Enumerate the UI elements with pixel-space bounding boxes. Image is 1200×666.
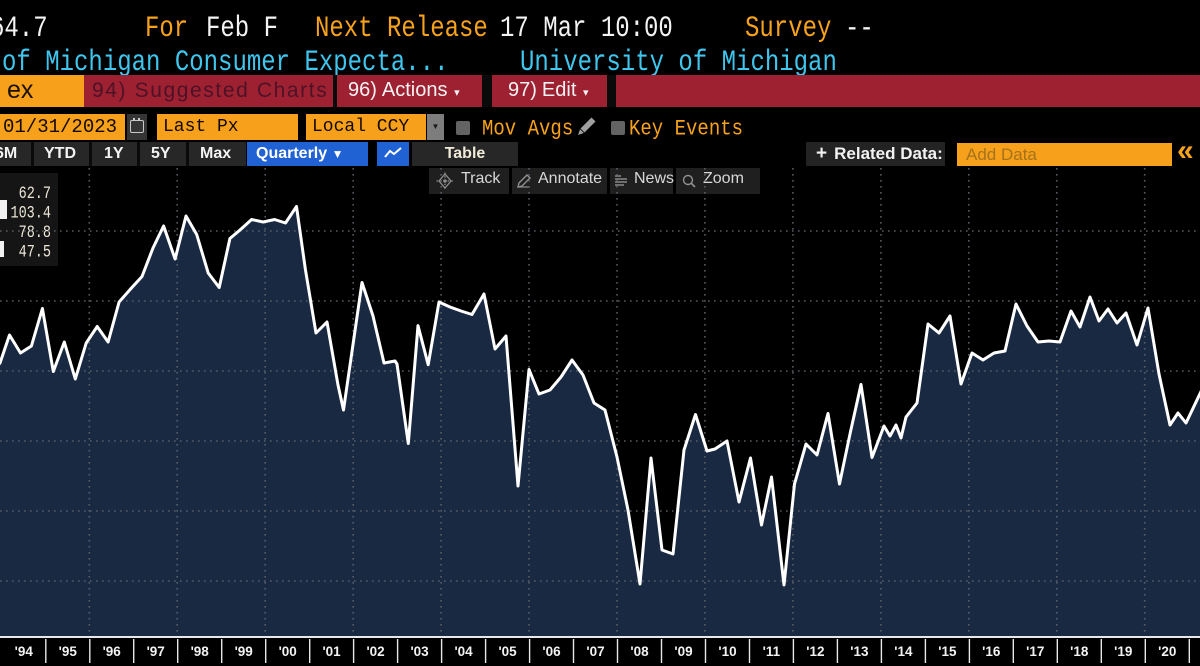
svg-text:'00: '00 — [279, 644, 297, 659]
svg-text:'14: '14 — [894, 644, 913, 659]
svg-text:'15: '15 — [938, 644, 957, 659]
svg-text:'08: '08 — [630, 644, 649, 659]
svg-text:'12: '12 — [806, 644, 824, 659]
svg-text:'04: '04 — [454, 644, 473, 659]
svg-text:'07: '07 — [586, 644, 604, 659]
svg-text:'10: '10 — [718, 644, 736, 659]
svg-text:'05: '05 — [498, 644, 517, 659]
svg-text:'98: '98 — [191, 644, 210, 659]
svg-text:'01: '01 — [322, 644, 341, 659]
svg-text:'02: '02 — [366, 644, 384, 659]
svg-text:'94: '94 — [15, 644, 34, 659]
svg-text:'06: '06 — [542, 644, 561, 659]
svg-text:'18: '18 — [1070, 644, 1089, 659]
svg-text:'03: '03 — [410, 644, 429, 659]
svg-text:'96: '96 — [103, 644, 122, 659]
svg-text:'97: '97 — [147, 644, 165, 659]
svg-text:'19: '19 — [1114, 644, 1132, 659]
svg-text:'99: '99 — [235, 644, 253, 659]
svg-text:'13: '13 — [850, 644, 869, 659]
svg-text:'95: '95 — [59, 644, 78, 659]
svg-text:'16: '16 — [982, 644, 1001, 659]
svg-text:'11: '11 — [763, 644, 781, 659]
svg-text:'09: '09 — [674, 644, 692, 659]
svg-text:'20: '20 — [1158, 644, 1176, 659]
svg-text:'17: '17 — [1026, 644, 1044, 659]
